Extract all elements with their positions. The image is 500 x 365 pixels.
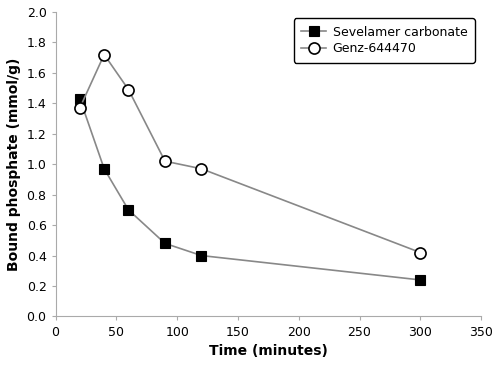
Sevelamer carbonate: [162, 241, 168, 246]
Genz-644470: [198, 166, 204, 171]
Legend: Sevelamer carbonate, Genz-644470: Sevelamer carbonate, Genz-644470: [294, 18, 475, 63]
Y-axis label: Bound phosphate (mmol/g): Bound phosphate (mmol/g): [7, 58, 21, 271]
Sevelamer carbonate: [126, 208, 132, 212]
Line: Genz-644470: Genz-644470: [74, 49, 426, 258]
Genz-644470: [77, 106, 83, 110]
Sevelamer carbonate: [418, 278, 424, 282]
Genz-644470: [162, 159, 168, 164]
X-axis label: Time (minutes): Time (minutes): [209, 344, 328, 358]
Line: Sevelamer carbonate: Sevelamer carbonate: [75, 94, 425, 285]
Genz-644470: [101, 53, 107, 57]
Genz-644470: [126, 87, 132, 92]
Sevelamer carbonate: [101, 166, 107, 171]
Genz-644470: [418, 250, 424, 255]
Sevelamer carbonate: [198, 253, 204, 258]
Sevelamer carbonate: [77, 97, 83, 101]
